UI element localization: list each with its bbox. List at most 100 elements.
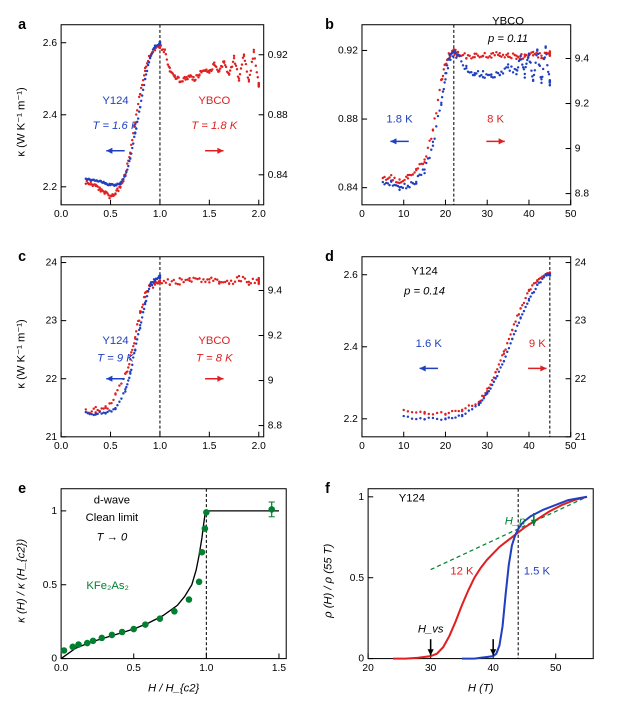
figure-grid: a κ (W K⁻¹ m⁻¹) 0.0 0.5 1.0 1.5 2.0 2.2 2.4 2.6 0.… — [12, 12, 605, 673]
svg-text:KFe₂As₂: KFe₂As₂ — [86, 580, 128, 592]
svg-text:T = 1.8 K: T = 1.8 K — [191, 120, 237, 132]
svg-text:21: 21 — [574, 432, 586, 443]
panel-b: b010203040500.840.880.928.899.29.4YBCOp … — [319, 12, 606, 232]
svg-text:20: 20 — [362, 663, 374, 674]
svg-text:b: b — [325, 17, 334, 33]
svg-text:Clean limit: Clean limit — [86, 512, 139, 524]
svg-text:0: 0 — [359, 441, 365, 452]
svg-text:30: 30 — [481, 209, 493, 220]
svg-text:50: 50 — [550, 663, 562, 674]
svg-text:1: 1 — [358, 492, 364, 503]
svg-text:Y124: Y124 — [411, 266, 437, 278]
svg-text:κ (W K⁻¹ m⁻¹): κ (W K⁻¹ m⁻¹) — [15, 87, 27, 157]
svg-text:YBCO: YBCO — [198, 335, 230, 347]
svg-text:T = 1.6 K: T = 1.6 K — [92, 120, 138, 132]
svg-text:a: a — [18, 17, 27, 33]
svg-text:κ (W K⁻¹ m⁻¹): κ (W K⁻¹ m⁻¹) — [15, 319, 27, 389]
panel-e: eκ (H) / κ (H_{c2})0.00.51.01.500.51H / … — [12, 476, 299, 696]
svg-text:10: 10 — [398, 441, 410, 452]
svg-text:24: 24 — [574, 257, 586, 268]
svg-text:1.8 K: 1.8 K — [386, 113, 413, 125]
svg-text:0: 0 — [358, 653, 364, 664]
svg-text:2.6: 2.6 — [43, 38, 58, 49]
svg-text:0: 0 — [51, 653, 57, 664]
svg-text:1.0: 1.0 — [199, 663, 214, 674]
svg-text:H (T): H (T) — [467, 682, 493, 694]
svg-text:e: e — [18, 481, 26, 497]
svg-text:T → 0: T → 0 — [97, 531, 128, 543]
svg-text:9.2: 9.2 — [574, 99, 589, 110]
svg-text:2.6: 2.6 — [343, 270, 358, 281]
svg-text:ρ (H) / ρ (55 T): ρ (H) / ρ (55 T) — [322, 543, 334, 618]
svg-text:40: 40 — [523, 209, 535, 220]
svg-text:0.88: 0.88 — [268, 110, 288, 121]
svg-text:30: 30 — [424, 663, 436, 674]
svg-text:20: 20 — [439, 209, 451, 220]
svg-text:20: 20 — [439, 441, 451, 452]
svg-text:9 K: 9 K — [528, 338, 545, 350]
svg-text:0.92: 0.92 — [268, 50, 288, 61]
svg-text:0.5: 0.5 — [127, 663, 142, 674]
svg-text:0.5: 0.5 — [103, 441, 118, 452]
svg-text:0.5: 0.5 — [43, 580, 58, 591]
svg-text:22: 22 — [46, 374, 58, 385]
svg-text:8.8: 8.8 — [268, 421, 283, 432]
svg-text:0.5: 0.5 — [349, 573, 364, 584]
svg-text:1.6 K: 1.6 K — [415, 338, 442, 350]
svg-text:2.2: 2.2 — [43, 182, 58, 193]
svg-text:2.2: 2.2 — [343, 414, 358, 425]
svg-text:2.0: 2.0 — [252, 209, 267, 220]
svg-text:24: 24 — [46, 257, 58, 268]
svg-text:9: 9 — [268, 375, 274, 386]
svg-text:H / H_{c2}: H / H_{c2} — [148, 682, 200, 694]
svg-text:1.0: 1.0 — [153, 441, 168, 452]
svg-text:0.88: 0.88 — [337, 114, 357, 125]
svg-text:8.8: 8.8 — [574, 189, 589, 200]
svg-text:d-wave: d-wave — [94, 494, 130, 506]
svg-text:1: 1 — [51, 506, 57, 517]
svg-text:1.5: 1.5 — [202, 209, 217, 220]
svg-text:9.4: 9.4 — [574, 54, 589, 65]
panel-a: aκ (W K⁻¹ m⁻¹)0.00.51.01.52.02.22.42.60.… — [12, 12, 299, 232]
svg-text:c: c — [18, 249, 26, 265]
svg-text:0.84: 0.84 — [337, 183, 357, 194]
svg-text:p = 0.14: p = 0.14 — [403, 285, 445, 297]
panel-c: cκ (W K⁻¹ m⁻¹)0.00.51.01.52.0212223248.8… — [12, 244, 299, 464]
svg-text:2.0: 2.0 — [252, 441, 267, 452]
svg-text:0: 0 — [359, 209, 365, 220]
svg-text:Y124: Y124 — [102, 335, 128, 347]
svg-text:40: 40 — [523, 441, 535, 452]
svg-text:p = 0.11: p = 0.11 — [487, 33, 528, 45]
svg-text:23: 23 — [574, 316, 586, 327]
svg-text:2.4: 2.4 — [343, 342, 358, 353]
svg-text:1.5: 1.5 — [272, 663, 287, 674]
svg-text:0.84: 0.84 — [268, 170, 288, 181]
svg-text:YBCO: YBCO — [198, 95, 230, 107]
svg-text:0.5: 0.5 — [103, 209, 118, 220]
panel-f: fρ (H) / ρ (55 T)2030405000.51H (T)Y124H… — [319, 476, 606, 696]
svg-text:9.2: 9.2 — [268, 330, 283, 341]
svg-text:9.4: 9.4 — [268, 285, 283, 296]
svg-text:κ (H) / κ (H_{c2}): κ (H) / κ (H_{c2}) — [15, 538, 27, 622]
svg-text:Y124: Y124 — [398, 492, 424, 504]
svg-text:0.0: 0.0 — [54, 209, 69, 220]
svg-text:0.92: 0.92 — [337, 46, 357, 57]
svg-text:22: 22 — [574, 374, 586, 385]
svg-text:12 K: 12 K — [450, 565, 474, 577]
svg-text:Y124: Y124 — [102, 95, 128, 107]
svg-text:T = 9 K: T = 9 K — [97, 352, 134, 364]
svg-text:H_vs: H_vs — [417, 623, 443, 635]
svg-text:YBCO: YBCO — [492, 16, 524, 28]
svg-text:1.5: 1.5 — [202, 441, 217, 452]
svg-text:30: 30 — [481, 441, 493, 452]
svg-text:10: 10 — [398, 209, 410, 220]
svg-text:21: 21 — [46, 432, 58, 443]
svg-text:8 K: 8 K — [487, 113, 504, 125]
svg-text:9: 9 — [574, 144, 580, 155]
svg-text:1.5 K: 1.5 K — [523, 565, 550, 577]
svg-text:d: d — [325, 249, 334, 265]
svg-text:H_n: H_n — [504, 515, 525, 527]
svg-text:23: 23 — [46, 316, 58, 327]
svg-text:f: f — [325, 481, 330, 497]
svg-text:T = 8 K: T = 8 K — [196, 352, 233, 364]
